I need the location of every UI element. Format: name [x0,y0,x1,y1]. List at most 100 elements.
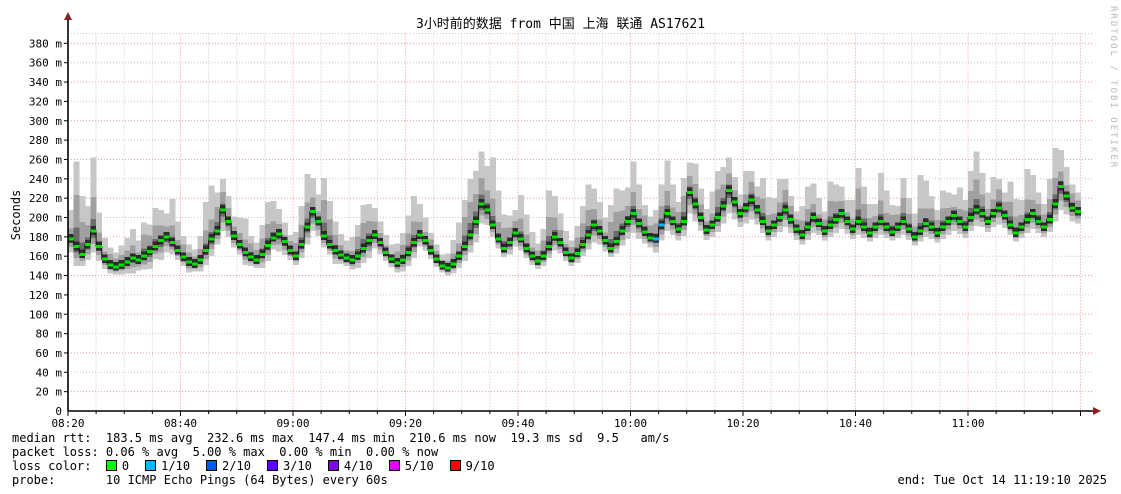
x-tick-label: 08:20 [51,417,84,430]
median-segment [309,210,316,214]
median-segment [242,250,249,254]
y-tick-label: 240 m [29,173,62,186]
x-tick-label: 10:40 [839,417,872,430]
median-segment [501,246,508,250]
median-segment [411,241,418,245]
median-segment [405,250,412,254]
y-tick-label: 80 m [36,328,63,341]
median-segment [236,243,243,247]
median-segment [675,227,682,231]
smoke-band [73,195,80,259]
median-segment [759,219,766,223]
median-segment [1024,217,1031,221]
smoke-band [489,157,496,237]
median-rtt-label: median rtt: [12,431,92,445]
median-segment [259,252,266,256]
loss-legend-item: 3/10 [266,459,312,473]
loss-color-swatch [145,460,157,471]
loss-color-value: 2/10 [222,459,251,473]
median-segment [990,212,997,216]
median-segment [1029,212,1036,216]
median-segment [866,231,873,235]
smoke-band [917,174,924,242]
median-segment [956,219,963,223]
median-segment [996,206,1003,210]
smoke-band [73,227,80,253]
median-segment [788,217,795,221]
median-segment [321,234,328,238]
median-segment [591,223,598,227]
median-segment [602,239,609,243]
loss-legend-item: 9/10 [449,459,495,473]
latency-chart-svg: 0 20 m 40 m 60 m 80 m 100 m 120 m 140 m 160 m 180… [29,12,1101,430]
median-segment [444,266,451,270]
median-segment [748,198,755,202]
median-segment [855,219,862,223]
smoke-band [855,188,862,230]
median-segment [180,255,187,259]
chart-title: 3小时前的数据 from 中国 上海 联通 AS17621 [415,17,706,32]
median-segment [703,228,710,232]
packet-loss-label: packet loss: [12,445,99,459]
smoke-band [1007,201,1014,232]
median-segment [737,212,744,216]
median-segment [1058,185,1065,189]
median-segment [557,241,564,245]
median-segment [225,219,232,223]
median-segment [1074,210,1081,214]
median-segment [810,216,817,219]
median-segment [298,243,305,247]
median-segment [827,223,834,227]
median-segment [360,246,367,250]
median-segment [923,221,930,225]
y-tick-label: 140 m [29,270,62,283]
median-segment [315,219,322,223]
smoke-band [495,190,502,249]
loss-color-swatch [105,460,117,471]
median-segment [833,217,840,221]
median-segment [338,253,345,257]
median-segment [489,223,496,227]
loss-color-swatch [266,460,278,471]
y-tick-label: 40 m [36,366,63,379]
median-segment [1013,231,1020,235]
median-segment [506,241,513,245]
median-segment [439,264,446,268]
y-tick-label: 380 m [29,37,62,50]
median-segment [782,208,789,212]
median-segment [146,249,153,253]
y-tick-label: 340 m [29,76,62,89]
median-segment [473,219,480,223]
x-tick-label: 09:40 [501,417,534,430]
median-segment [512,231,519,235]
loss-color-swatch [449,460,461,471]
y-tick-label: 200 m [29,212,62,225]
median-segment [68,237,75,241]
median-segment [968,216,975,219]
loss-color-value: 0 [121,459,130,473]
median-segment [191,262,198,266]
packet-loss-value: 0.06 % avg 5.00 % max 0.00 % min 0.00 % … [105,445,439,459]
median-segment [422,239,429,243]
median-segment [951,214,958,218]
median-segment [1041,225,1048,229]
median-segment [79,252,86,256]
median-segment [107,263,114,267]
median-segment [776,216,783,219]
loss-legend-item: 0 [105,459,130,473]
median-segment [96,245,103,249]
loss-color-value: 5/10 [404,459,434,473]
loss-legend-items: 0 1/10 2/10 3/10 4/10 5/10 9/10 [105,459,511,473]
median-segment [1035,219,1042,223]
median-segment [894,225,901,229]
y-tick-label: 120 m [29,289,62,302]
y-axis-arrow-icon [64,12,72,20]
median-segment [816,221,823,225]
median-segment [467,233,474,237]
median-segment [939,225,946,229]
median-segment [624,219,631,223]
median-segment [428,248,435,252]
x-tick-label: 11:00 [951,417,984,430]
median-segment [754,208,761,212]
median-segment [141,254,148,258]
